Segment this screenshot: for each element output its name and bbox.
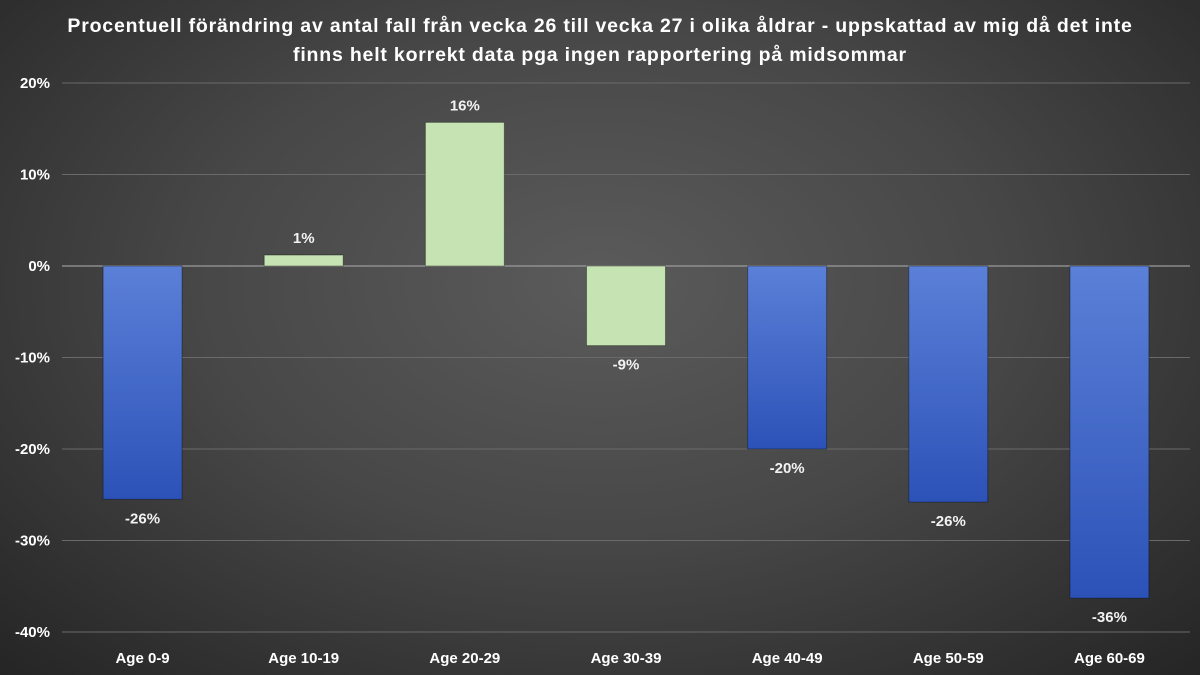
data-label: -9% <box>613 357 640 374</box>
x-category-label: Age 0-9 <box>115 650 169 667</box>
chart-title: Procentuell förändring av antal fall frå… <box>67 15 1133 66</box>
x-category-label: Age 50-59 <box>913 650 984 667</box>
y-tick-label: -30% <box>15 533 50 550</box>
data-label: -26% <box>931 513 966 530</box>
bar-age-0-9 <box>102 265 183 500</box>
x-category-label: Age 20-29 <box>429 650 500 667</box>
y-tick-label: -40% <box>15 624 50 641</box>
y-tick-label: -20% <box>15 441 50 458</box>
bar-age-10-19 <box>263 254 344 267</box>
bar-age-50-59 <box>908 265 989 503</box>
data-label: -26% <box>125 510 160 527</box>
data-label: 16% <box>450 97 480 114</box>
x-category-label: Age 10-19 <box>268 650 339 667</box>
x-category-label: Age 40-49 <box>752 650 823 667</box>
data-label: -36% <box>1092 609 1127 626</box>
y-tick-label: 20% <box>20 75 50 92</box>
x-category-label: Age 30-39 <box>591 650 662 667</box>
y-tick-label: 0% <box>28 258 50 275</box>
x-category-label: Age 60-69 <box>1074 650 1145 667</box>
y-tick-label: -10% <box>15 350 50 367</box>
y-tick-label: 10% <box>20 167 50 184</box>
data-label: 1% <box>293 230 315 247</box>
bar-age-30-39 <box>586 265 666 347</box>
bar-age-60-69 <box>1069 265 1150 599</box>
bar-age-40-49 <box>747 265 828 450</box>
data-label: -20% <box>770 460 805 477</box>
bar-age-20-29 <box>424 121 505 267</box>
